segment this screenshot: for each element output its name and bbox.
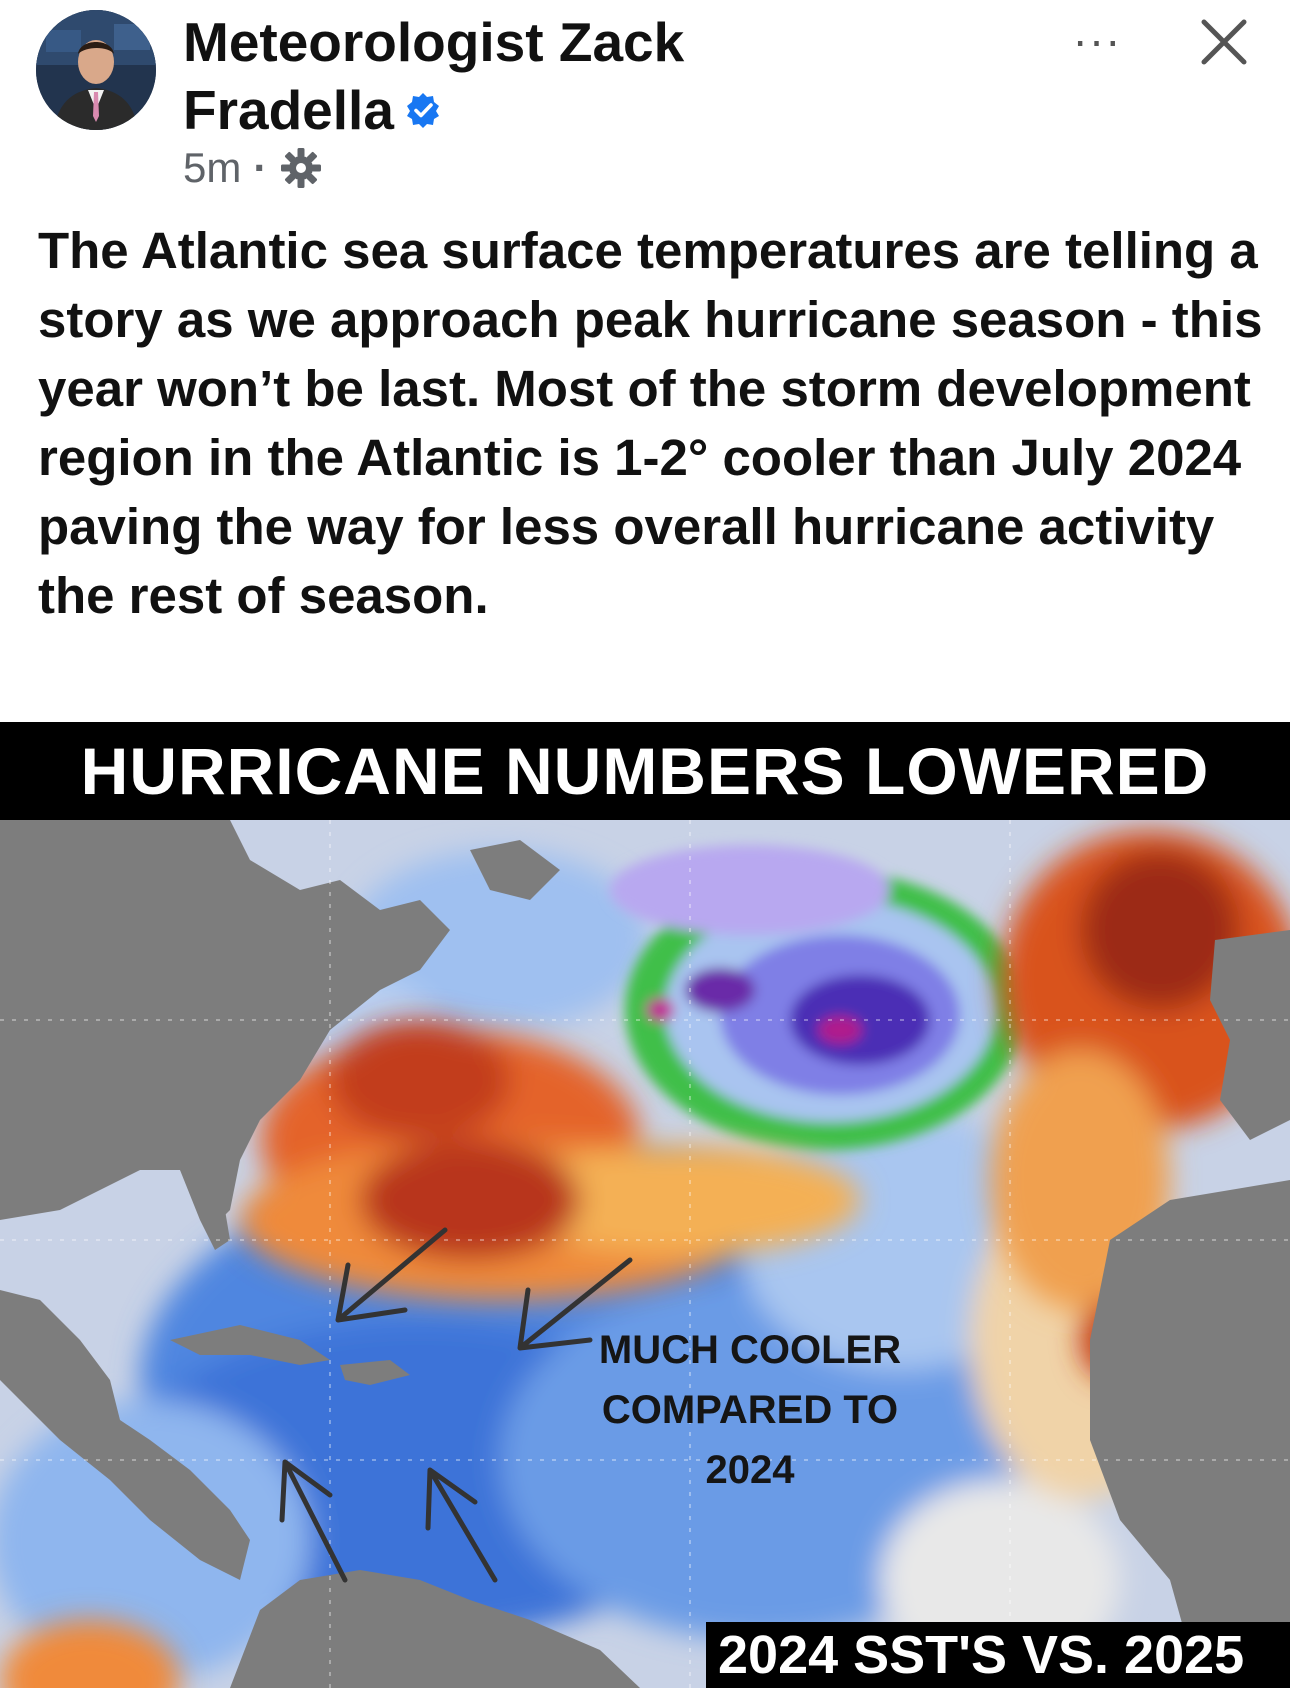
post-body-text: The Atlantic sea surface temperatures ar… bbox=[38, 222, 1263, 624]
post-timestamp[interactable]: 5m bbox=[183, 144, 242, 191]
avatar-image bbox=[36, 10, 156, 130]
map-annotation-text: MUCH COOLER COMPARED TO 2024 bbox=[598, 1328, 902, 1492]
arrow-annotations bbox=[279, 1227, 633, 1583]
map-corner-label: 2024 SST'S VS. 2025 bbox=[706, 1622, 1290, 1688]
verified-badge-icon bbox=[404, 76, 442, 144]
author-name-text[interactable]: Meteorologist Zack Fradella bbox=[183, 11, 685, 141]
sst-anomaly-map-image bbox=[0, 820, 1290, 1688]
image-banner-title: HURRICANE NUMBERS LOWERED bbox=[0, 722, 1290, 820]
meta-separator: · bbox=[253, 144, 268, 191]
post-header: Meteorologist Zack Fradella 5m · bbox=[0, 0, 1290, 200]
author-name[interactable]: Meteorologist Zack Fradella bbox=[183, 8, 903, 148]
close-icon[interactable] bbox=[1196, 14, 1252, 70]
author-avatar[interactable] bbox=[36, 10, 156, 130]
post-meta: 5m · bbox=[183, 142, 323, 194]
more-options-button[interactable]: ··· bbox=[1072, 14, 1122, 66]
gear-icon[interactable] bbox=[279, 146, 323, 190]
post-image[interactable]: HURRICANE NUMBERS LOWERED bbox=[0, 722, 1290, 1688]
